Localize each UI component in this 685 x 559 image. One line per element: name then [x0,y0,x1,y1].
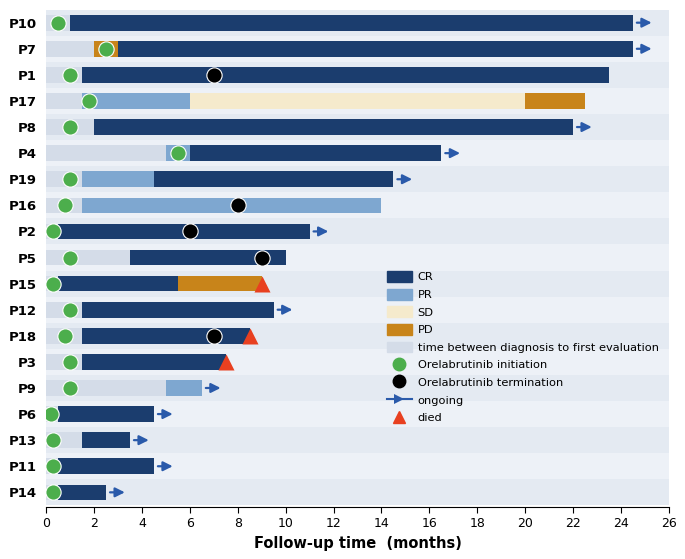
Bar [190,145,441,161]
Bar [46,479,669,505]
Bar [46,453,669,479]
Bar [118,41,633,56]
Bar [46,41,94,56]
Bar [46,380,166,396]
Bar [82,197,382,213]
Bar [166,380,202,396]
Bar [82,328,250,344]
Bar [525,93,585,109]
Bar [58,485,106,500]
Bar [46,166,669,192]
Bar [46,114,669,140]
Bar [46,354,82,369]
Bar [46,93,82,109]
Bar [46,172,82,187]
Bar [82,354,226,369]
Bar [94,119,573,135]
Bar [46,36,669,62]
Bar [82,172,154,187]
Bar [70,15,633,31]
Bar [46,302,82,318]
Bar [178,276,262,291]
Bar [46,250,130,266]
Bar [94,41,118,56]
Bar [46,88,669,114]
Bar [46,427,669,453]
Bar [46,219,669,244]
Bar [82,93,190,109]
Bar [46,119,94,135]
Bar [46,197,82,213]
Bar [46,349,669,375]
Bar [58,224,310,239]
Bar [46,458,58,474]
Bar [46,140,669,166]
Bar [46,401,669,427]
Bar [190,93,525,109]
Bar [58,458,154,474]
Bar [58,406,154,422]
Bar [46,271,669,297]
Bar [46,224,58,239]
Bar [154,172,393,187]
Bar [82,432,130,448]
Bar [130,250,286,266]
Bar [46,485,58,500]
Bar [46,62,669,88]
Bar [46,67,82,83]
Bar [166,145,190,161]
Bar [82,67,609,83]
X-axis label: Follow-up time  (months): Follow-up time (months) [253,536,462,551]
Bar [46,276,58,291]
Bar [46,192,669,219]
Bar [46,10,669,36]
Bar [46,375,669,401]
Bar [58,276,178,291]
Bar [46,406,58,422]
Bar [46,145,166,161]
Bar [46,244,669,271]
Bar [46,432,82,448]
Bar [46,323,669,349]
Bar [46,297,669,323]
Bar [46,15,70,31]
Bar [46,328,82,344]
Legend: CR, PR, SD, PD, time between diagnosis to first evaluation, Orelabrutinib initia: CR, PR, SD, PD, time between diagnosis t… [382,267,663,428]
Bar [82,302,274,318]
